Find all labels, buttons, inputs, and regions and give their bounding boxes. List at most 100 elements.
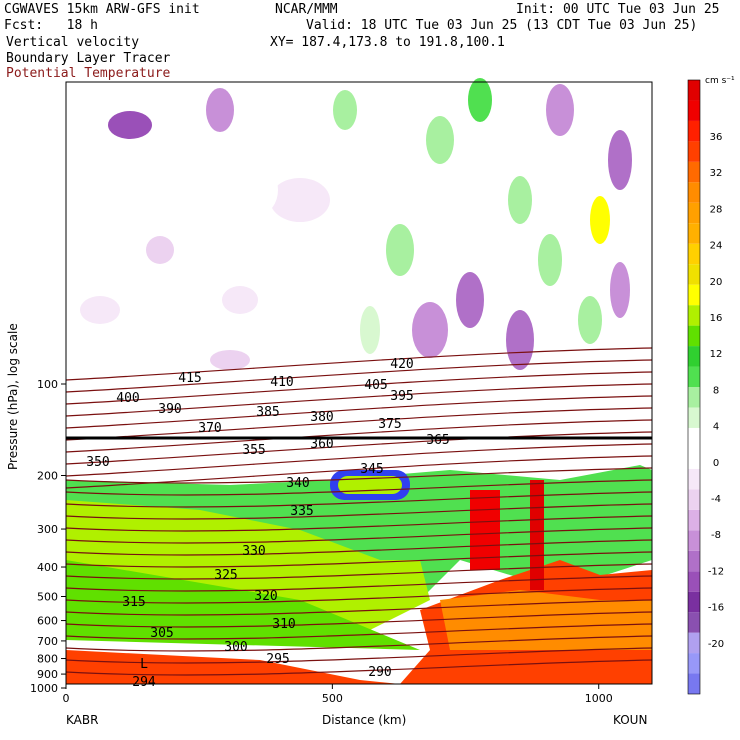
theta-contour-11 xyxy=(65,479,653,496)
theta-label-5: 385 xyxy=(256,405,279,420)
colorbar-swatch-29 xyxy=(688,80,700,101)
updraft-blob-23 xyxy=(210,350,250,370)
theta-contour-8 xyxy=(65,443,653,477)
theta-contour-6 xyxy=(65,419,653,453)
colorbar-label-3: 24 xyxy=(710,241,723,252)
colorbar-label-14: -20 xyxy=(708,639,724,650)
colorbar-swatch-24 xyxy=(688,182,700,203)
theta-contour-24 xyxy=(65,635,653,652)
theta-contour-3 xyxy=(65,383,653,417)
colorbar-swatch-2 xyxy=(688,632,700,654)
theta-contour-1 xyxy=(65,359,653,393)
colorbar-swatch-5 xyxy=(688,571,700,592)
valid-time: Valid: 18 UTC Tue 03 Jun 25 (13 CDT Tue … xyxy=(306,18,698,33)
theta-label-17: 335 xyxy=(290,504,313,519)
x-tick-label-0: 0 xyxy=(63,692,70,705)
colorbar-swatch-15 xyxy=(688,366,700,387)
y-tick-label-2: 300 xyxy=(37,523,58,536)
colorbar-label-2: 28 xyxy=(710,204,723,215)
updraft-core-2 xyxy=(530,480,544,590)
colorbar-swatch-17 xyxy=(688,325,700,347)
colorbar-swatch-6 xyxy=(688,550,700,572)
tracer-band-green xyxy=(66,560,420,650)
updraft-blob-10 xyxy=(456,272,484,328)
colorbar-swatch-19 xyxy=(688,284,700,306)
theta-contour-0 xyxy=(65,347,653,381)
center-label: NCAR/MMM xyxy=(275,2,338,17)
colorbar-swatch-27 xyxy=(688,120,700,142)
x-axis-label: Distance (km) xyxy=(322,713,407,727)
y-tick-label-7: 800 xyxy=(37,653,58,666)
colorbar-swatch-12 xyxy=(688,427,700,449)
colorbar-swatch-20 xyxy=(688,264,700,285)
colorbar-label-6: 12 xyxy=(710,349,723,360)
theta-label-14: 350 xyxy=(86,455,109,470)
updraft-blob-17 xyxy=(506,310,534,370)
init-time: Init: 00 UTC Tue 03 Jun 25 xyxy=(516,2,720,17)
theta-contour-21 xyxy=(65,599,653,616)
theta-label-19: 325 xyxy=(214,568,237,583)
colorbar-label-1: 32 xyxy=(710,168,723,179)
updraft-blob-0 xyxy=(108,111,152,139)
theta-label-8: 355 xyxy=(242,443,265,458)
colorbar-swatch-4 xyxy=(688,591,700,613)
y-tick-label-0: 100 xyxy=(37,378,58,391)
y-tick-label-8: 900 xyxy=(37,668,58,681)
colorbar-swatch-9 xyxy=(688,489,700,510)
updraft-blob-5 xyxy=(468,78,492,122)
theta-label-1: 410 xyxy=(270,375,293,390)
colorbar-swatch-14 xyxy=(688,387,700,408)
theta-contour-22 xyxy=(65,611,653,628)
theta-contour-9 xyxy=(65,455,653,489)
model-title: CGWAVES 15km ARW-GFS init xyxy=(4,2,200,17)
updraft-blob-12 xyxy=(333,90,357,130)
updraft-blob-13 xyxy=(146,236,174,264)
field-name-3: Potential Temperature xyxy=(6,66,171,81)
field-name-1: Vertical velocity xyxy=(6,35,140,50)
theta-label-13: 420 xyxy=(390,357,413,372)
colorbar-swatch-18 xyxy=(688,305,700,326)
updraft-blob-15 xyxy=(538,234,562,286)
updraft-blob-4 xyxy=(426,116,454,164)
theta-label-10: 365 xyxy=(426,433,449,448)
theta-contour-23 xyxy=(65,623,653,640)
colorbar-label-9: 0 xyxy=(713,458,719,469)
updraft-blob-16 xyxy=(412,302,448,358)
theta-label-21: 315 xyxy=(122,595,145,610)
theta-contour-16 xyxy=(65,539,653,556)
y-tick-label-6: 700 xyxy=(37,635,58,648)
colorbar-label-13: -16 xyxy=(708,603,724,614)
theta-label-15: 345 xyxy=(360,462,383,477)
colorbar-swatch-1 xyxy=(688,653,700,674)
y-tick-label-5: 600 xyxy=(37,615,58,628)
boundary-layer-orange xyxy=(66,650,400,684)
updraft-blob-19 xyxy=(488,100,512,160)
updraft-blob-1 xyxy=(206,88,234,132)
colorbar-swatch-11 xyxy=(688,448,700,469)
y-tick-label-1: 200 xyxy=(37,470,58,483)
updraft-blob-3 xyxy=(242,166,278,214)
theta-contour-15 xyxy=(65,527,653,544)
cross-section-endpoints: XY= 187.4,173.8 to 191.8,100.1 xyxy=(270,35,505,50)
theta-contour-10 xyxy=(65,467,653,484)
theta-contour-4 xyxy=(65,395,653,429)
left-station-label: KABR xyxy=(66,713,99,727)
theta-contour-13 xyxy=(65,503,653,520)
y-axis-label: Pressure (hPa), log scale xyxy=(6,323,20,470)
colorbar-swatch-22 xyxy=(688,223,700,244)
theta-label-3: 400 xyxy=(116,391,139,406)
theta-contour-20 xyxy=(65,587,653,604)
theta-label-28: L xyxy=(140,657,148,672)
y-tick-label-3: 400 xyxy=(37,561,58,574)
field-name-2: Boundary Layer Tracer xyxy=(6,51,171,66)
updraft-blob-2 xyxy=(270,178,330,222)
updraft-blob-6 xyxy=(546,84,574,136)
theta-contour-5 xyxy=(65,407,653,441)
theta-label-24: 300 xyxy=(224,640,247,655)
theta-label-16: 340 xyxy=(286,476,309,491)
colorbar-swatch-7 xyxy=(688,530,700,551)
x-tick-label-2: 1000 xyxy=(585,692,613,705)
right-station-label: KOUN xyxy=(613,713,648,727)
y-tick-label-9: 1000 xyxy=(30,682,58,695)
